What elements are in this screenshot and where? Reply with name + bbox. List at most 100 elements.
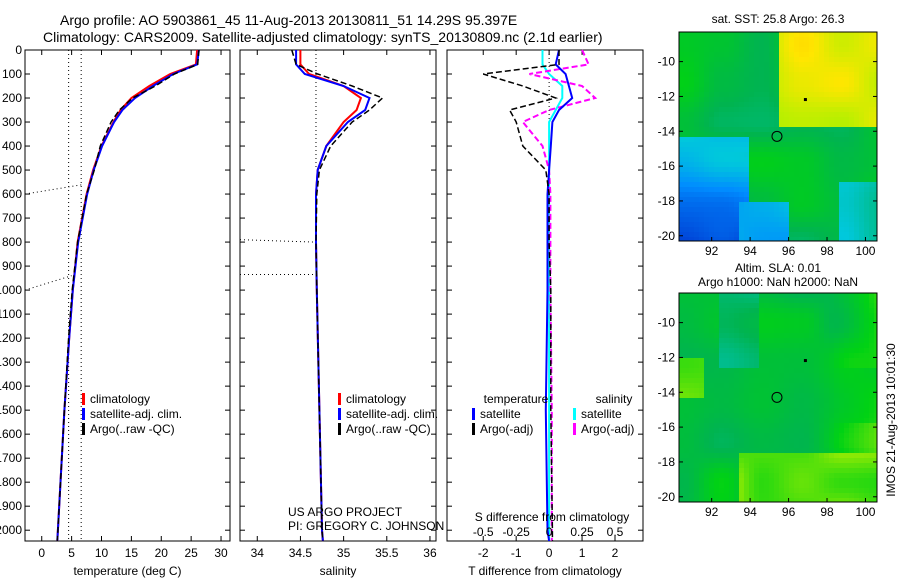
map-cell xyxy=(694,177,700,183)
map-cell xyxy=(834,378,840,384)
map-cell xyxy=(839,222,845,228)
map-cell xyxy=(859,318,865,324)
map-cell xyxy=(689,92,695,98)
map-cell xyxy=(799,72,805,78)
map-cell xyxy=(869,473,875,479)
map-cell xyxy=(819,237,825,241)
map-cell xyxy=(819,473,825,479)
map-cell xyxy=(849,182,855,188)
map-cell xyxy=(714,473,720,479)
map-cell xyxy=(809,177,815,183)
map-cell xyxy=(764,42,770,48)
map-cell xyxy=(804,408,810,414)
map-cell xyxy=(824,152,830,158)
map-cell xyxy=(829,418,835,424)
map-cell xyxy=(694,398,700,404)
map-cell xyxy=(694,418,700,424)
map-cell xyxy=(769,338,775,344)
map-cell xyxy=(689,182,695,188)
map-cell xyxy=(854,152,860,158)
map-cell xyxy=(874,192,877,198)
map-cell xyxy=(704,408,710,414)
map-cell xyxy=(729,132,735,138)
map-cell xyxy=(824,222,830,228)
map-cell xyxy=(734,177,740,183)
map-cell xyxy=(814,463,820,469)
sst-map-title: sat. SST: 25.8 Argo: 26.3 xyxy=(712,12,845,26)
map-cell xyxy=(839,453,845,459)
map-cell xyxy=(789,458,795,464)
map-cell xyxy=(789,438,795,444)
map-cell xyxy=(774,468,780,474)
map-cell xyxy=(819,202,825,208)
temperature-argo-line xyxy=(482,50,560,541)
map-cell xyxy=(794,473,800,479)
map-cell xyxy=(814,303,820,309)
map-cell xyxy=(694,363,700,369)
map-cell xyxy=(729,398,735,404)
map-cell xyxy=(694,82,700,88)
map-cell xyxy=(794,217,800,223)
map-cell xyxy=(724,438,730,444)
map-cell xyxy=(764,82,770,88)
map-cell xyxy=(749,398,755,404)
map-cell xyxy=(769,142,775,148)
map-cell xyxy=(784,388,790,394)
map-cell xyxy=(739,418,745,424)
map-cell xyxy=(724,92,730,98)
map-cell xyxy=(874,428,877,434)
map-cell xyxy=(854,373,860,379)
map-cell xyxy=(839,167,845,173)
map-cell xyxy=(689,147,695,153)
map-cell xyxy=(689,368,695,374)
map-cell xyxy=(739,87,745,93)
map-cell xyxy=(869,147,875,153)
map-cell xyxy=(864,177,870,183)
map-cell xyxy=(694,62,700,68)
map-cell xyxy=(804,187,810,193)
map-cell xyxy=(749,368,755,374)
map-cell xyxy=(859,413,865,419)
map-cell xyxy=(834,122,840,128)
map-cell xyxy=(789,187,795,193)
map-cell xyxy=(799,433,805,439)
map-cell xyxy=(684,32,690,38)
map-cell xyxy=(854,498,860,502)
map-cell xyxy=(779,82,785,88)
map-cell xyxy=(729,403,735,409)
map-cell xyxy=(874,107,877,113)
map-cell xyxy=(859,227,865,233)
map-cell xyxy=(734,303,740,309)
map-cell xyxy=(799,368,805,374)
map-cell xyxy=(869,403,875,409)
map-cell xyxy=(734,353,740,359)
map-cell xyxy=(744,167,750,173)
map-cell xyxy=(744,308,750,314)
map-cell xyxy=(859,408,865,414)
map-cell xyxy=(709,197,715,203)
map-cell xyxy=(809,222,815,228)
map-cell xyxy=(824,408,830,414)
map-cell xyxy=(704,298,710,304)
map-cell xyxy=(789,72,795,78)
map-cell xyxy=(754,137,760,143)
map-cell xyxy=(694,308,700,314)
map-cell xyxy=(784,333,790,339)
map-cell xyxy=(709,303,715,309)
map-cell xyxy=(849,207,855,213)
map-cell xyxy=(874,448,877,454)
map-cell xyxy=(849,418,855,424)
map-cell xyxy=(734,212,740,218)
map-cell xyxy=(734,498,740,502)
map-cell xyxy=(709,318,715,324)
map-cell xyxy=(729,112,735,118)
map-cell xyxy=(749,293,755,299)
map-cell xyxy=(839,87,845,93)
map-cell xyxy=(774,47,780,53)
map-cell xyxy=(814,212,820,218)
legend-label: satellite-adj. clim. xyxy=(90,407,182,421)
map-cell xyxy=(679,308,685,314)
map-cell xyxy=(704,122,710,128)
map-cell xyxy=(839,92,845,98)
map-cell xyxy=(869,373,875,379)
